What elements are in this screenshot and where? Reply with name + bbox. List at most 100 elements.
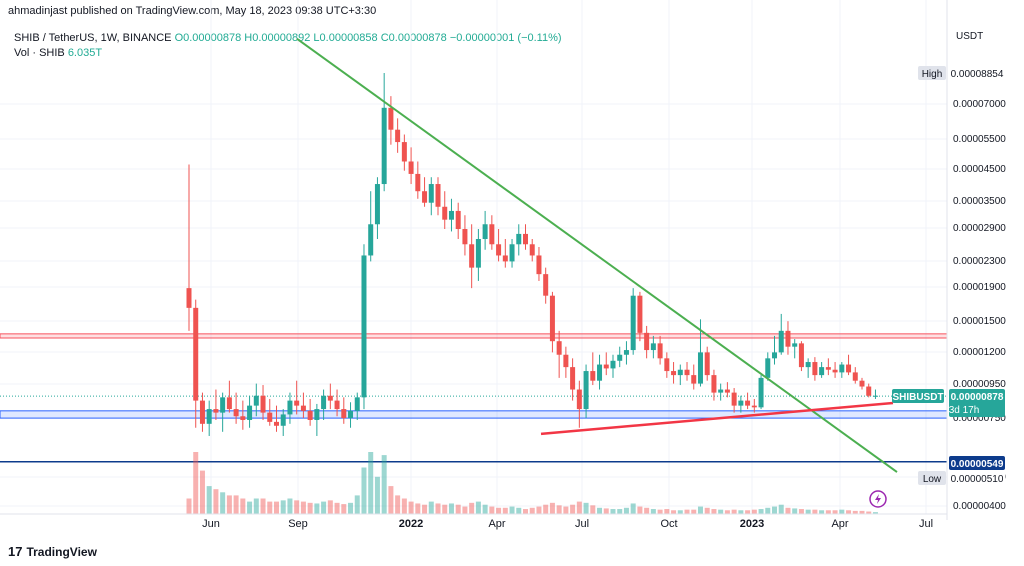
symbol-tag: SHIBUSDT bbox=[892, 392, 943, 403]
candle-body bbox=[287, 400, 293, 415]
volume-bar bbox=[664, 509, 670, 514]
volume-bar bbox=[455, 504, 461, 514]
candle-body bbox=[758, 377, 764, 408]
volume-bar bbox=[684, 509, 690, 514]
price-tick-label: 0.00000950 bbox=[953, 379, 1006, 390]
candle-body bbox=[448, 210, 454, 220]
candle-body bbox=[556, 341, 562, 355]
candle-body bbox=[590, 371, 596, 381]
candle-body bbox=[260, 395, 266, 413]
last-price-tag-box bbox=[949, 389, 1005, 417]
volume-bar bbox=[536, 506, 542, 514]
high-value: 0.00008854 bbox=[951, 69, 1004, 80]
time-axis[interactable]: Jun Sep 2022 Apr Jul Oct 2023 Apr Jul bbox=[202, 518, 933, 530]
volume-bar bbox=[247, 501, 253, 514]
price-chart[interactable]: 0.00007000 0.00005500 0.00004500 0.00003500… bbox=[0, 0, 1024, 540]
flash-icon[interactable] bbox=[869, 490, 887, 508]
time-tick-label: 2022 bbox=[399, 518, 423, 530]
time-tick-label: Jul bbox=[575, 518, 589, 530]
candle-body bbox=[388, 107, 394, 130]
high-value-box bbox=[949, 66, 1005, 80]
candle-body bbox=[408, 161, 414, 174]
candle-body bbox=[866, 386, 872, 396]
volume-bar bbox=[422, 504, 428, 514]
price-labels: High 0.00008854 Low 0.00000510 SHIBUSDT 0.000… bbox=[892, 66, 1005, 485]
price-axis[interactable]: 0.00007000 0.00005500 0.00004500 0.00003500… bbox=[953, 99, 1006, 512]
price-tick-label: 0.00002900 bbox=[953, 223, 1006, 234]
candle-body bbox=[253, 395, 259, 406]
price-tick-label: 0.00000750 bbox=[953, 413, 1006, 424]
candle-body bbox=[798, 343, 804, 368]
volume-bars bbox=[186, 452, 878, 514]
candle-body bbox=[442, 206, 448, 220]
candle-body bbox=[711, 375, 717, 393]
volume-bar bbox=[543, 504, 549, 514]
volume-bar bbox=[731, 509, 737, 514]
candle-body bbox=[583, 371, 589, 410]
volume-bar bbox=[193, 452, 199, 514]
candle-body bbox=[307, 410, 313, 420]
volume-bar bbox=[677, 510, 683, 514]
candle-body bbox=[852, 372, 858, 381]
candle-body bbox=[395, 129, 401, 143]
volume-bar bbox=[280, 500, 286, 514]
volume-bar bbox=[327, 500, 333, 514]
tradingview-brand[interactable]: 17 TradingView bbox=[8, 544, 97, 559]
volume-bar bbox=[354, 495, 360, 514]
candle-body bbox=[630, 295, 636, 351]
candle-body bbox=[496, 244, 502, 256]
candle-body bbox=[193, 307, 199, 401]
candle-body bbox=[401, 142, 407, 162]
candle-body bbox=[772, 352, 778, 359]
legend-symbol[interactable]: SHIB / TetherUS, 1W, BINANCE bbox=[14, 32, 172, 44]
candle-body bbox=[832, 369, 838, 373]
candle-body bbox=[859, 380, 865, 387]
candle-body bbox=[240, 416, 246, 420]
volume-bar bbox=[388, 486, 394, 514]
volume-bar bbox=[691, 509, 697, 514]
volume-bar bbox=[671, 510, 677, 514]
time-tick-label: 2023 bbox=[740, 518, 764, 530]
legend-row-symbol: SHIB / TetherUS, 1W, BINANCE O0.00000878… bbox=[14, 31, 562, 46]
volume-bar bbox=[772, 506, 778, 514]
volume-bar bbox=[630, 503, 636, 514]
volume-bar bbox=[334, 502, 340, 514]
volume-bar bbox=[273, 501, 279, 514]
volume-bar bbox=[206, 486, 212, 514]
candle-body bbox=[482, 224, 488, 239]
volume-bar bbox=[307, 502, 313, 514]
candle-body bbox=[617, 354, 623, 361]
volume-bar bbox=[785, 507, 791, 514]
candle-body bbox=[576, 389, 582, 410]
candle-body bbox=[812, 362, 818, 376]
volume-bar bbox=[233, 495, 239, 514]
volume-bar bbox=[314, 503, 320, 514]
volume-bar bbox=[199, 470, 205, 514]
time-tick-label: Sep bbox=[288, 518, 308, 530]
candle-body bbox=[650, 343, 656, 351]
time-tick-label: Apr bbox=[831, 518, 848, 530]
legend-ohlc: O0.00000878 H0.00000892 L0.00000858 C0.0… bbox=[174, 32, 562, 44]
volume-bar bbox=[758, 509, 764, 514]
last-price-value: 0.00000878 bbox=[951, 392, 1004, 403]
volume-bar bbox=[448, 503, 454, 514]
candle-body bbox=[697, 352, 703, 384]
volume-bar bbox=[724, 510, 730, 514]
candle-body bbox=[664, 358, 670, 372]
resistance-zone bbox=[0, 333, 948, 339]
candle-body bbox=[691, 375, 697, 384]
candle-body bbox=[872, 395, 878, 397]
price-tick-label: 0.00005500 bbox=[953, 134, 1006, 145]
price-axis-currency: USDT bbox=[956, 31, 984, 42]
legend-volume-label[interactable]: Vol · SHIB bbox=[14, 47, 65, 59]
volume-bar bbox=[401, 498, 407, 514]
candle-body bbox=[341, 409, 347, 419]
volume-bar bbox=[226, 495, 232, 514]
volume-bar bbox=[839, 509, 845, 514]
candle-body bbox=[819, 367, 825, 376]
price-tick-label: 0.00001200 bbox=[953, 347, 1006, 358]
volume-bar bbox=[523, 509, 528, 514]
volume-bar bbox=[570, 504, 576, 514]
volume-bar bbox=[469, 502, 475, 514]
volume-bar bbox=[704, 507, 710, 514]
